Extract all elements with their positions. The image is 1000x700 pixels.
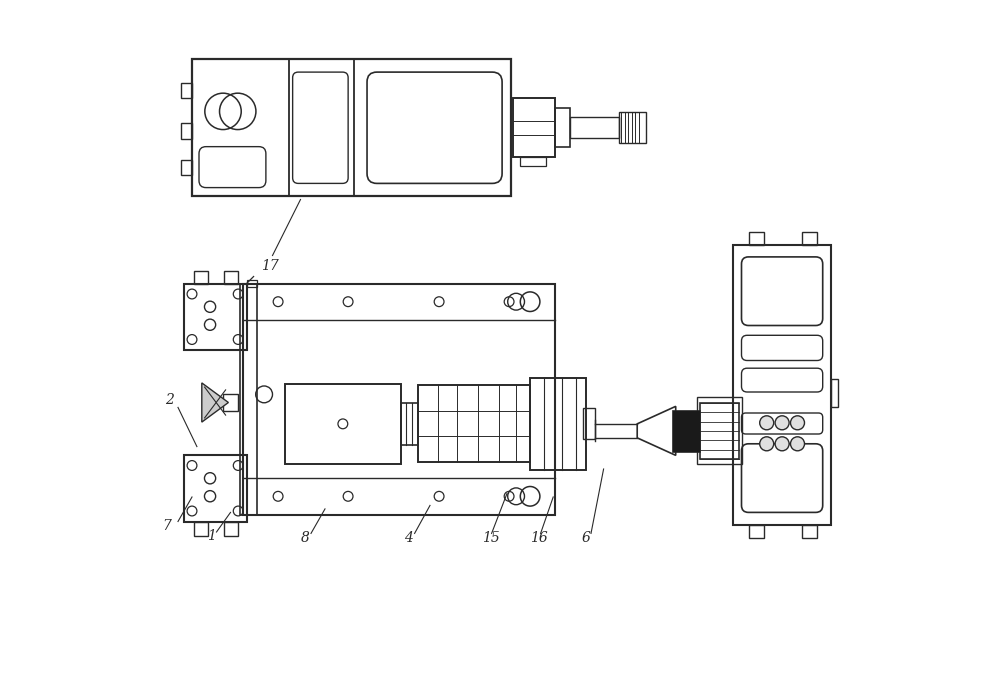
Bar	[240, 284, 257, 514]
Bar	[697, 398, 742, 465]
Circle shape	[790, 416, 804, 430]
Bar	[672, 410, 700, 452]
Bar	[619, 112, 646, 144]
Text: 7: 7	[163, 519, 171, 533]
Text: 8: 8	[301, 531, 310, 545]
Bar	[520, 157, 546, 167]
Bar	[247, 280, 257, 287]
Bar	[192, 60, 511, 196]
Bar	[184, 455, 247, 522]
Bar	[184, 284, 247, 350]
Bar	[530, 378, 586, 470]
Bar	[181, 123, 192, 139]
Text: 16: 16	[530, 531, 548, 545]
Bar	[181, 160, 192, 175]
Text: 6: 6	[582, 531, 591, 545]
Text: 17: 17	[261, 259, 278, 273]
Bar	[513, 99, 555, 157]
Bar	[733, 245, 831, 525]
Circle shape	[760, 437, 774, 451]
Bar	[181, 83, 192, 98]
Bar	[285, 384, 401, 464]
Bar	[418, 385, 530, 462]
Bar	[802, 232, 817, 245]
Bar	[583, 408, 595, 440]
Circle shape	[775, 416, 789, 430]
Bar	[570, 117, 619, 139]
Polygon shape	[202, 383, 228, 422]
Bar	[194, 271, 208, 284]
Bar	[831, 379, 838, 407]
Bar	[401, 402, 418, 445]
Bar	[243, 284, 555, 514]
Text: 2: 2	[165, 393, 174, 407]
Circle shape	[790, 437, 804, 451]
Bar	[700, 402, 739, 459]
Bar	[224, 271, 238, 284]
Text: 4: 4	[404, 531, 413, 545]
Bar	[748, 232, 764, 245]
Text: 1: 1	[207, 529, 216, 543]
Text: 15: 15	[482, 531, 500, 545]
Bar	[224, 522, 238, 536]
Bar	[748, 525, 764, 538]
Bar	[223, 394, 238, 411]
Bar	[555, 108, 570, 148]
Circle shape	[760, 416, 774, 430]
Bar	[194, 522, 208, 536]
Bar	[802, 525, 817, 538]
Circle shape	[775, 437, 789, 451]
